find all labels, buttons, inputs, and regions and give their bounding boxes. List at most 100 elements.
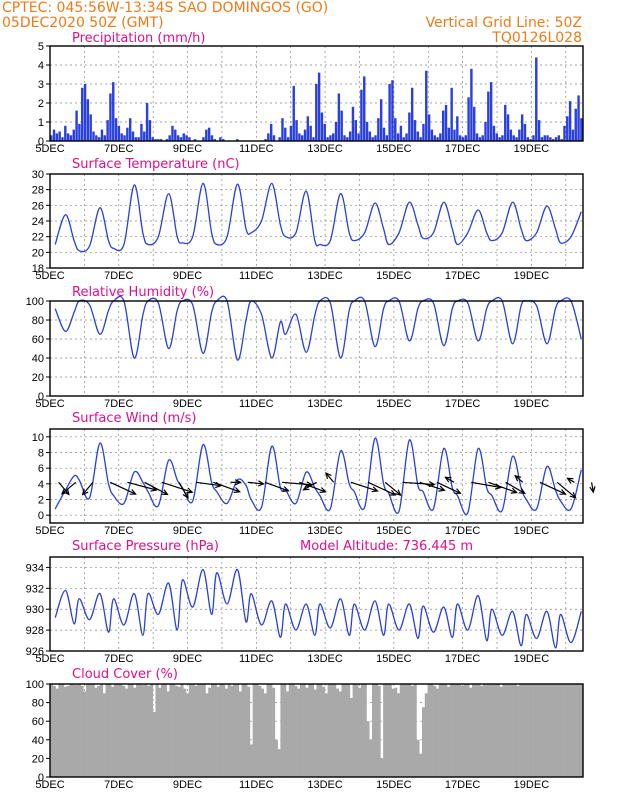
wind-arrow-head [257, 480, 265, 487]
cloud-bar [541, 684, 545, 777]
pressure-panel: 926 928 930 932 934 5DEC 7DEC 9DEC 11DEC 13DEC 15D… [26, 556, 584, 665]
wind-arrow [367, 481, 396, 496]
x-tick-label: 11DEC [239, 525, 274, 537]
precip-bar [487, 91, 490, 141]
precip-bar [365, 122, 369, 141]
precip-bar [207, 127, 211, 141]
cloud-bar [544, 684, 548, 777]
wind-arrow-head [282, 486, 290, 492]
header-model-code: TQ0126L028 [491, 30, 582, 46]
x-tick-label: 5DEC [35, 270, 64, 282]
precip-bar [526, 137, 530, 141]
cloud-bar [485, 684, 489, 777]
cloud-bar [219, 684, 223, 777]
cloud-bar [563, 684, 567, 777]
cloud-bar [438, 684, 442, 777]
cloud-bar [163, 684, 167, 777]
y-tick-label: 80 [32, 698, 44, 710]
precip-bar [399, 125, 403, 141]
cloud-bar [519, 684, 523, 777]
cloud-bar [263, 693, 267, 777]
cloud-bar [469, 687, 473, 777]
precip-bar [123, 135, 126, 141]
precip-bar [540, 137, 544, 141]
precip-bar [374, 135, 377, 141]
precip-bar [69, 135, 73, 141]
x-tick-label: 13DEC [307, 525, 343, 537]
precip-bar [441, 110, 445, 141]
y-tick-label: 30 [32, 169, 44, 181]
precip-bar [430, 129, 434, 141]
precip-title: Precipitation (mm/h) [72, 31, 205, 46]
precip-bar [103, 135, 106, 141]
cloud-bar [216, 686, 220, 777]
humidity-frame [49, 300, 584, 397]
cloud-bar [338, 691, 342, 777]
x-tick-label: 19DEC [514, 653, 550, 665]
cloud-bar [421, 707, 426, 777]
cloud-bar [283, 684, 287, 777]
cloud-bar [380, 758, 384, 777]
x-tick-label: 7DEC [104, 270, 133, 282]
y-tick-label: 26 [32, 200, 44, 212]
wind-arrow [196, 481, 221, 487]
precip-bar [492, 125, 496, 141]
wind-arrow [539, 481, 566, 495]
precip-bar [55, 133, 59, 141]
cloud-bar [285, 691, 290, 777]
precip-bar [568, 101, 572, 141]
cloud-bar [141, 684, 145, 777]
cloud-bar [383, 684, 387, 777]
temperature-series-line [54, 182, 582, 253]
cloud-bar [341, 684, 345, 777]
cloud-bar [105, 684, 109, 777]
cloud-bar [202, 684, 206, 777]
precip-bar [317, 72, 321, 141]
precip-bar [377, 118, 380, 141]
cloud-bar [580, 684, 584, 777]
cloud-bar [496, 684, 501, 777]
cloud-bar [183, 688, 187, 777]
precip-bar [269, 123, 273, 141]
precip-bar [506, 114, 510, 141]
wind-arrow-head [325, 472, 332, 480]
cloud-bar [463, 684, 467, 777]
precip-bar [571, 129, 575, 141]
x-tick-label: 9DEC [173, 143, 202, 155]
cloud-bar [208, 687, 212, 777]
precip-bar [444, 104, 448, 141]
precip-bar [298, 133, 301, 141]
precip-bar [379, 99, 383, 141]
precip-bar [518, 129, 521, 141]
cloud-bar [297, 688, 301, 777]
wind-arrow [178, 482, 189, 499]
precip-bar [546, 135, 549, 141]
precip-bar [309, 125, 312, 141]
temperature-title: Surface Temperature (nC) [72, 157, 240, 172]
precip-bar [126, 127, 129, 141]
y-tick-label: 28 [32, 185, 44, 197]
precip-bar [523, 123, 527, 141]
cloud-bar [347, 684, 351, 777]
cloud-bar [127, 684, 131, 777]
precip-bar [165, 139, 169, 141]
wind-arrow-head [444, 476, 452, 483]
precip-bar [394, 118, 397, 141]
precip-bar [236, 139, 239, 141]
precip-bar [343, 135, 346, 141]
humidity-panel: 0 20 40 60 80 100 5DEC 7DEC 9DEC 11DEC 13DEC 15DEC 1… [26, 295, 584, 410]
cloud-bar [574, 684, 578, 777]
precip-bar [210, 135, 214, 141]
precip-bar [363, 76, 366, 141]
cloud-bar [402, 684, 406, 777]
cloud-bar [161, 684, 165, 777]
precip-bar [396, 133, 400, 141]
humidity-title: Relative Humidity (%) [72, 285, 214, 300]
wind-arrow-head [589, 486, 596, 494]
wind-arrow-head [566, 477, 574, 484]
precip-bar [143, 131, 146, 141]
wind-arrow [591, 482, 594, 493]
cloud-bar [560, 684, 564, 777]
y-tick-label: 0 [38, 772, 44, 784]
cloud-bar [122, 685, 126, 777]
